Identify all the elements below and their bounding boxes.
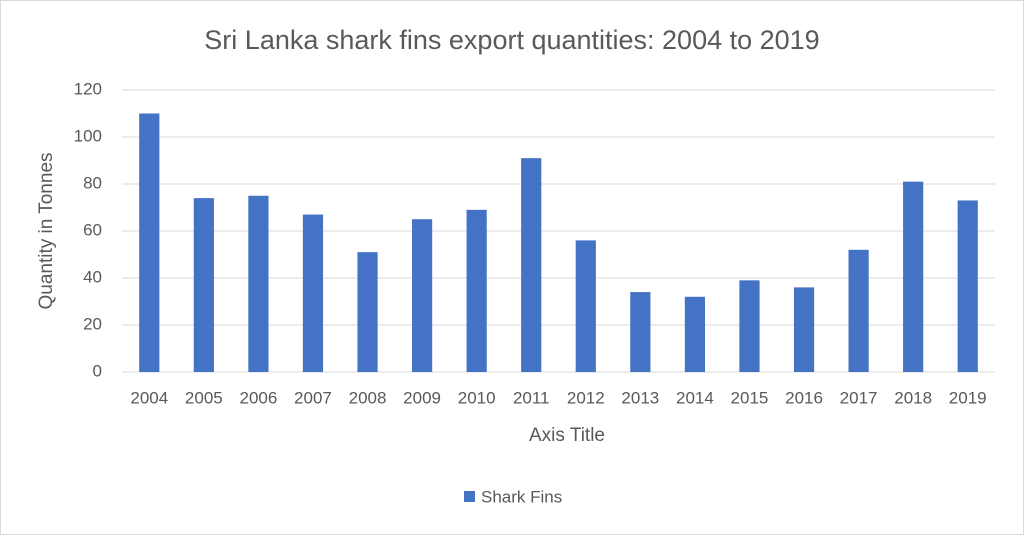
legend-label: Shark Fins [481, 487, 562, 506]
x-tick-label: 2007 [294, 388, 332, 407]
y-tick-label: 80 [83, 173, 102, 192]
bar [575, 240, 596, 372]
bar [521, 158, 542, 372]
bar [302, 214, 324, 372]
x-tick-label: 2008 [349, 388, 387, 407]
y-tick-label: 120 [74, 79, 102, 98]
bar [793, 287, 815, 372]
legend-swatch [464, 491, 475, 502]
bar [630, 292, 651, 372]
x-tick-label: 2017 [840, 388, 878, 407]
x-tick-label: 2004 [130, 388, 168, 407]
bar [848, 249, 869, 372]
bar [739, 280, 760, 372]
x-tick-label: 2006 [239, 388, 277, 407]
x-tick-label: 2016 [785, 388, 823, 407]
x-tick-label: 2015 [731, 388, 769, 407]
bar [684, 296, 706, 372]
x-tick-label: 2019 [949, 388, 987, 407]
y-tick-label: 0 [93, 361, 102, 380]
bar [466, 209, 487, 372]
y-axis-title: Quantity in Tonnes [36, 152, 57, 309]
x-tick-label: 2013 [621, 388, 659, 407]
x-tick-label: 2005 [185, 388, 223, 407]
bar [903, 181, 924, 372]
x-tick-label: 2009 [403, 388, 441, 407]
x-tick-label: 2011 [513, 388, 550, 407]
y-tick-label: 20 [83, 314, 102, 333]
bar [357, 252, 378, 372]
x-tick-label: 2012 [567, 388, 605, 407]
bar [957, 200, 978, 372]
x-tick-label: 2018 [894, 388, 932, 407]
x-axis-title: Axis Title [529, 425, 605, 446]
x-tick-label: 2010 [458, 388, 496, 407]
bar [193, 198, 214, 372]
y-tick-label: 60 [83, 220, 102, 239]
bar [411, 219, 433, 372]
chart-title: Sri Lanka shark fins export quantities: … [204, 25, 819, 55]
y-tick-label: 100 [74, 126, 102, 145]
bar [248, 195, 269, 372]
bar [139, 113, 160, 372]
y-tick-label: 40 [83, 267, 102, 286]
x-tick-label: 2014 [676, 388, 714, 407]
